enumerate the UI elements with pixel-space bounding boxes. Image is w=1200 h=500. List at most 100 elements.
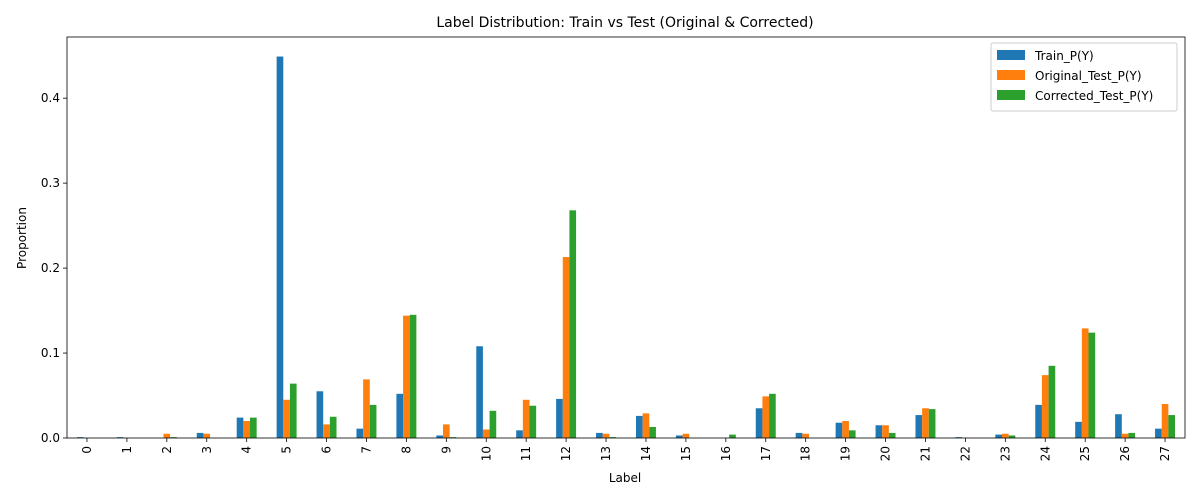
- bar: [396, 393, 404, 438]
- bar: [602, 433, 610, 438]
- bar: [635, 415, 643, 438]
- x-tick-label: 6: [320, 446, 334, 454]
- x-tick-label: 20: [879, 446, 893, 461]
- bar: [1088, 332, 1096, 438]
- x-axis: 0 1 2 3 4 5 6 7 8 9 10 11 12 13 14 15 16 17 18 19 20 21 22 23 24…: [80, 438, 1172, 461]
- bar: [369, 404, 377, 438]
- bar: [609, 437, 617, 438]
- bar: [642, 413, 650, 438]
- bar: [243, 421, 250, 438]
- x-tick-label: 8: [399, 446, 413, 454]
- y-tick-label: 0.4: [41, 91, 60, 105]
- bar: [403, 315, 410, 438]
- bar: [489, 410, 497, 438]
- legend-swatch: [997, 70, 1025, 80]
- bar: [1075, 421, 1082, 438]
- bar: [316, 391, 324, 438]
- bar: [163, 433, 171, 438]
- x-tick-label: 16: [719, 446, 733, 461]
- bar: [250, 417, 257, 438]
- legend: Train_P(Y) Original_Test_P(Y) Corrected_Te…: [990, 42, 1178, 112]
- bar: [569, 210, 577, 438]
- bar: [1008, 435, 1016, 438]
- legend-label: Train_P(Y): [1034, 49, 1094, 63]
- bar: [283, 399, 290, 438]
- x-tick-label: 1: [120, 446, 134, 454]
- bar: [995, 434, 1002, 438]
- x-tick-label: 24: [1038, 446, 1052, 461]
- bar: [928, 409, 936, 438]
- bar: [922, 408, 929, 438]
- bar: [842, 421, 849, 438]
- x-tick-label: 4: [240, 446, 254, 454]
- bar: [436, 435, 443, 438]
- x-tick-label: 19: [839, 446, 853, 461]
- bar: [835, 422, 843, 438]
- x-tick-label: 5: [280, 446, 294, 454]
- bar: [955, 437, 963, 438]
- x-tick-label: 27: [1158, 446, 1172, 461]
- bar: [1041, 375, 1049, 438]
- bar: [482, 429, 490, 438]
- bar: [682, 433, 690, 438]
- bar: [170, 437, 177, 438]
- bar: [323, 424, 330, 438]
- x-tick-label: 25: [1078, 446, 1092, 461]
- bar: [1115, 414, 1122, 438]
- chart-title: Label Distribution: Train vs Test (Origi…: [436, 15, 813, 31]
- legend-box: [990, 42, 1178, 112]
- bar: [329, 416, 337, 438]
- y-tick-label: 0.2: [41, 261, 60, 275]
- bar: [888, 432, 896, 438]
- bar: [729, 434, 736, 438]
- bar: [915, 415, 923, 438]
- x-axis-label: Label: [609, 471, 641, 485]
- x-tick-label: 23: [998, 446, 1012, 461]
- x-tick-label: 11: [519, 446, 533, 461]
- bar: [116, 437, 124, 438]
- x-tick-label: 0: [80, 446, 94, 454]
- bar: [1155, 428, 1162, 438]
- bar: [1128, 432, 1136, 438]
- bar: [442, 424, 450, 438]
- bar: [363, 379, 370, 438]
- bar: [516, 430, 523, 438]
- bar: [562, 257, 570, 438]
- x-tick-label: 2: [160, 446, 174, 454]
- bar: [1081, 328, 1089, 438]
- x-tick-label: 15: [679, 446, 693, 461]
- bar: [596, 432, 603, 438]
- y-tick-label: 0.1: [41, 346, 60, 360]
- y-axis-label: Proportion: [15, 207, 29, 269]
- bar: [875, 425, 883, 438]
- bar: [769, 393, 776, 438]
- bar: [1001, 433, 1009, 438]
- x-tick-label: 3: [200, 446, 214, 454]
- x-tick-label: 26: [1118, 446, 1132, 461]
- x-tick-label: 17: [759, 446, 773, 461]
- x-tick-label: 10: [479, 446, 493, 461]
- legend-label: Corrected_Test_P(Y): [1035, 89, 1153, 103]
- bar: [196, 432, 204, 438]
- bar: [289, 383, 297, 438]
- legend-swatch: [997, 90, 1025, 100]
- plot-frame: [66, 36, 1186, 439]
- x-tick-label: 13: [599, 446, 613, 461]
- bar: [522, 399, 530, 438]
- x-tick-label: 14: [639, 446, 653, 461]
- bar: [1035, 404, 1042, 438]
- bar: [649, 426, 656, 438]
- y-axis: 0.0 0.1 0.2 0.3 0.4: [41, 91, 67, 445]
- x-tick-label: 9: [439, 446, 453, 454]
- x-tick-label: 7: [359, 446, 373, 454]
- bar: [755, 408, 763, 438]
- x-tick-label: 12: [559, 446, 573, 461]
- legend-label: Original_Test_P(Y): [1035, 69, 1142, 83]
- bar: [795, 432, 803, 438]
- bar: [409, 314, 417, 438]
- bar: [1168, 415, 1176, 438]
- bar: [762, 396, 770, 438]
- bar: [1161, 404, 1169, 438]
- bar: [476, 346, 483, 438]
